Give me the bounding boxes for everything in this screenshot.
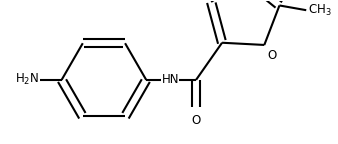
Text: HN: HN (162, 73, 179, 86)
Text: O: O (191, 114, 201, 127)
Text: CH$_3$: CH$_3$ (308, 3, 332, 18)
Text: H$_2$N: H$_2$N (15, 72, 39, 87)
Text: O: O (267, 50, 276, 62)
